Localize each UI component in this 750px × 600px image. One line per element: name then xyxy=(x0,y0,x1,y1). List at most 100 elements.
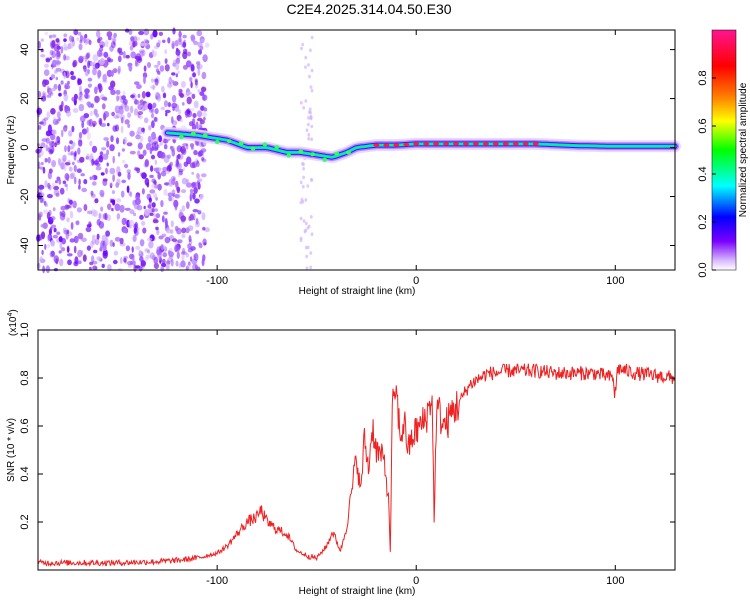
heatmap-cell xyxy=(133,108,139,116)
heatmap-cell xyxy=(109,167,116,175)
heatmap-cell xyxy=(152,102,157,109)
heatmap-cell xyxy=(125,245,131,252)
heatmap-cell xyxy=(393,143,400,147)
heatmap-cell xyxy=(50,250,55,257)
heatmap-cell xyxy=(40,223,46,228)
heatmap-cell xyxy=(96,49,103,58)
heatmap-cell xyxy=(102,250,108,259)
heatmap-cell xyxy=(76,168,82,173)
heatmap-cell xyxy=(88,118,94,127)
snr-panel: 0.2 0.4 0.6 0.8 1.0 -100 0 100 Height of strai… xyxy=(6,309,676,597)
heatmap-cell xyxy=(201,94,208,101)
heatmap-cell xyxy=(112,125,118,132)
heatmap-cell xyxy=(102,73,107,82)
heatmap-cell xyxy=(178,135,184,140)
heatmap-cell xyxy=(56,176,61,181)
heatmap-cell xyxy=(453,142,459,146)
heatmap-cell xyxy=(63,33,68,38)
heatmap-cell xyxy=(83,179,88,185)
heatmap-cell xyxy=(309,48,312,52)
heatmap-cell xyxy=(140,260,146,267)
heatmap-cell xyxy=(196,110,203,118)
heatmap-cell xyxy=(191,171,195,175)
heatmap-cell xyxy=(163,138,167,144)
heatmap-cell xyxy=(161,258,166,265)
heatmap-cell xyxy=(77,78,82,85)
heatmap-cell xyxy=(91,145,98,153)
heatmap-cell xyxy=(47,124,53,133)
heatmap-cell xyxy=(308,107,312,111)
heatmap-cell xyxy=(55,76,59,81)
heatmap-cell xyxy=(159,151,166,159)
heatmap-cell xyxy=(151,208,155,213)
heatmap-cell xyxy=(168,250,171,255)
heatmap-cell xyxy=(125,54,130,59)
heatmap-cell xyxy=(512,142,519,146)
heatmap-cell xyxy=(102,153,109,160)
heatmap-cell xyxy=(181,189,187,194)
heatmap-cell xyxy=(92,210,98,217)
heatmap-cell xyxy=(90,176,95,180)
heatmap-cell xyxy=(310,232,314,236)
heatmap-cell xyxy=(305,266,309,271)
heatmap-cell xyxy=(87,77,93,82)
heatmap-cell xyxy=(56,231,61,235)
heatmap-cell xyxy=(40,142,46,149)
heatmap-cell xyxy=(68,35,73,42)
heatmap-cell xyxy=(149,212,154,216)
heatmap-cell xyxy=(106,31,113,38)
heatmap-cell xyxy=(301,42,305,47)
heatmap-cell xyxy=(165,228,172,234)
heatmap-cell xyxy=(83,113,90,119)
heatmap-cell xyxy=(133,35,138,43)
heatmap-cell xyxy=(78,178,81,186)
heatmap-cell xyxy=(156,93,162,102)
heatmap-cell xyxy=(304,55,308,60)
heatmap-cell xyxy=(302,219,306,223)
snr-y-axis: 0.2 0.4 0.6 0.8 1.0 xyxy=(19,322,675,530)
heatmap-cell xyxy=(59,258,64,267)
heatmap-cell xyxy=(305,128,309,132)
heatmap-cell xyxy=(40,95,47,102)
y-tick-label: 0.4 xyxy=(19,466,31,481)
heatmap-cell xyxy=(67,145,71,153)
heatmap-cell xyxy=(299,200,303,205)
heatmap-cell xyxy=(502,142,509,146)
heatmap-cell xyxy=(214,140,220,144)
heatmap-cell xyxy=(147,135,152,143)
snr-scale-factor: (x104) xyxy=(7,309,19,336)
heatmap-cell xyxy=(89,140,93,147)
heatmap-cell xyxy=(153,217,158,223)
heatmap-cell xyxy=(69,173,75,180)
heatmap-cell xyxy=(137,111,144,115)
heatmap-cell xyxy=(150,33,154,40)
heatmap-cell xyxy=(139,135,144,143)
y-tick-label: 40 xyxy=(19,43,31,55)
heatmap-cell xyxy=(64,161,71,166)
heatmap-cell xyxy=(116,166,121,175)
heatmap-cell xyxy=(303,229,307,234)
heatmap-cell xyxy=(44,63,49,68)
heatmap-cell xyxy=(178,168,184,173)
heatmap-cell xyxy=(95,166,102,171)
heatmap-cell xyxy=(78,103,85,112)
heatmap-cell xyxy=(175,73,178,78)
heatmap-cell xyxy=(141,188,145,195)
heatmap-cell xyxy=(147,103,153,110)
heatmap-cell xyxy=(82,254,87,262)
heatmap-cell xyxy=(171,120,178,126)
heatmap-cell xyxy=(193,40,198,46)
heatmap-cell xyxy=(307,116,310,120)
heatmap-cell xyxy=(56,118,60,124)
heatmap-cell xyxy=(178,38,182,46)
heatmap-cell xyxy=(160,266,165,273)
heatmap-cell xyxy=(298,149,304,154)
heatmap-cell xyxy=(69,145,75,150)
heatmap-cell xyxy=(44,243,47,250)
heatmap-cell xyxy=(307,122,310,127)
heatmap-cell xyxy=(171,102,178,109)
heatmap-cell xyxy=(95,113,100,118)
heatmap-cell xyxy=(161,215,165,223)
heatmap-cell xyxy=(67,159,71,164)
heatmap-cell xyxy=(134,198,141,205)
